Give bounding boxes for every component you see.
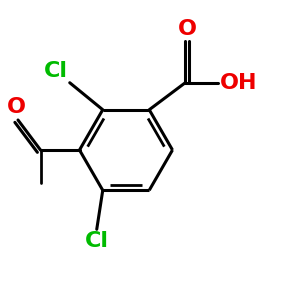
- Text: O: O: [7, 97, 26, 117]
- Text: Cl: Cl: [44, 61, 68, 81]
- Text: Cl: Cl: [85, 231, 109, 251]
- Text: OH: OH: [220, 73, 257, 93]
- Text: O: O: [178, 19, 197, 39]
